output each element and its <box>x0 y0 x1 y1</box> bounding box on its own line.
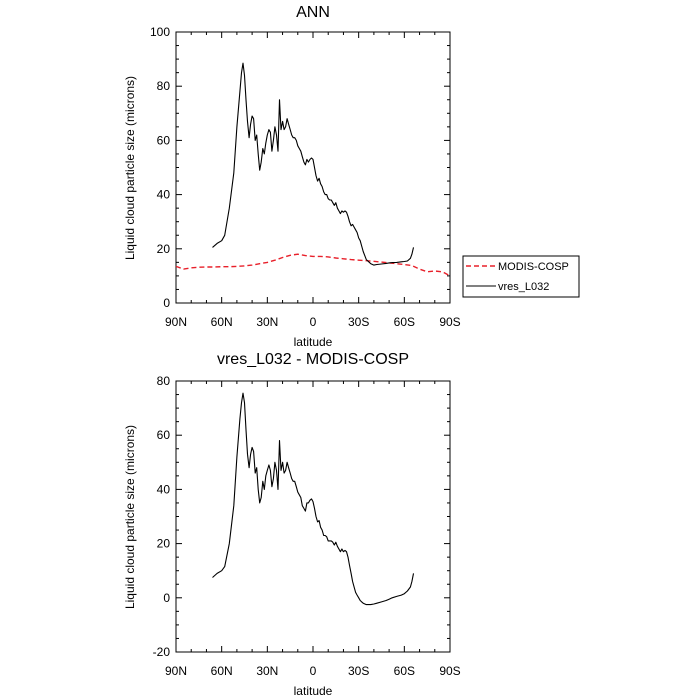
top-chart-line-vres-l032 <box>212 62 415 266</box>
top-chart-y-tick-label: 40 <box>157 188 171 202</box>
top-chart-plot-area: 90N 60N 30N 0 30S 60S 90S 0 20 40 60 80 100 <box>150 25 461 329</box>
top-chart-x-tick-label: 60S <box>394 315 415 329</box>
bottom-chart-y-tick-label: 60 <box>157 428 171 442</box>
top-chart-y-tick-label: 80 <box>157 79 171 93</box>
legend-label-modis-cosp: MODIS-COSP <box>498 261 569 273</box>
bottom-chart-x-tick-label: 0 <box>310 664 317 678</box>
bottom-chart-y-tick-label: -20 <box>153 645 171 659</box>
top-chart-y-tick-label: 20 <box>157 242 171 256</box>
bottom-chart-plot-area: 90N 60N 30N 0 30S 60S 90S -20 0 20 40 60 80 <box>153 374 461 678</box>
legend-label-vres-l032: vres_L032 <box>498 281 549 293</box>
bottom-chart-frame <box>175 380 451 653</box>
top-chart-frame <box>175 31 451 304</box>
top-chart-x-tick-label: 30N <box>256 315 278 329</box>
top-chart-y-tick-label: 100 <box>150 25 170 39</box>
bottom-chart-panel: vres_L032 - MODIS-COSP 90N 60N 30N 0 30S 60S 9… <box>123 351 461 698</box>
bottom-chart-y-axis-label: Liquid cloud particle size (microns) <box>123 425 137 609</box>
top-chart-legend: MODIS-COSP vres_L032 <box>462 255 580 298</box>
top-chart-title: ANN <box>296 4 330 21</box>
bottom-chart-y-tick-label: 40 <box>157 482 171 496</box>
top-chart-x-tick-label: 60N <box>211 315 233 329</box>
bottom-chart-y-tick-label: 80 <box>157 374 171 388</box>
top-chart-y-axis-label: Liquid cloud particle size (microns) <box>123 76 137 260</box>
bottom-chart-x-axis-label: latitude <box>294 684 333 698</box>
top-chart-x-axis-label: latitude <box>294 335 333 349</box>
bottom-chart-x-tick-label: 30S <box>348 664 369 678</box>
top-chart-x-tick-label: 90N <box>165 315 187 329</box>
top-chart-y-tick-label: 60 <box>157 133 171 147</box>
top-chart-x-tick-label: 90S <box>439 315 460 329</box>
bottom-chart-y-tick-label: 0 <box>163 591 170 605</box>
bottom-chart-x-tick-label: 30N <box>256 664 278 678</box>
bottom-chart-line-series <box>212 392 415 606</box>
bottom-chart-x-tick-label: 60N <box>211 664 233 678</box>
top-chart-x-tick-label: 30S <box>348 315 369 329</box>
bottom-chart-x-tick-label: 90N <box>165 664 187 678</box>
top-chart-y-tick-label: 0 <box>163 296 170 310</box>
bottom-chart-x-tick-label: 60S <box>394 664 415 678</box>
bottom-chart-title: vres_L032 - MODIS-COSP <box>217 351 409 368</box>
legend-frame <box>462 255 580 298</box>
top-chart-x-tick-label: 0 <box>310 315 317 329</box>
bottom-chart-x-tick-label: 90S <box>439 664 460 678</box>
top-chart-panel: ANN 90N 60N 30N 0 30S 60S 90S 0 20 40 60 80 100 lati… <box>123 4 461 349</box>
top-chart-line-modis-cosp <box>175 253 451 277</box>
bottom-chart-y-tick-label: 20 <box>157 537 171 551</box>
